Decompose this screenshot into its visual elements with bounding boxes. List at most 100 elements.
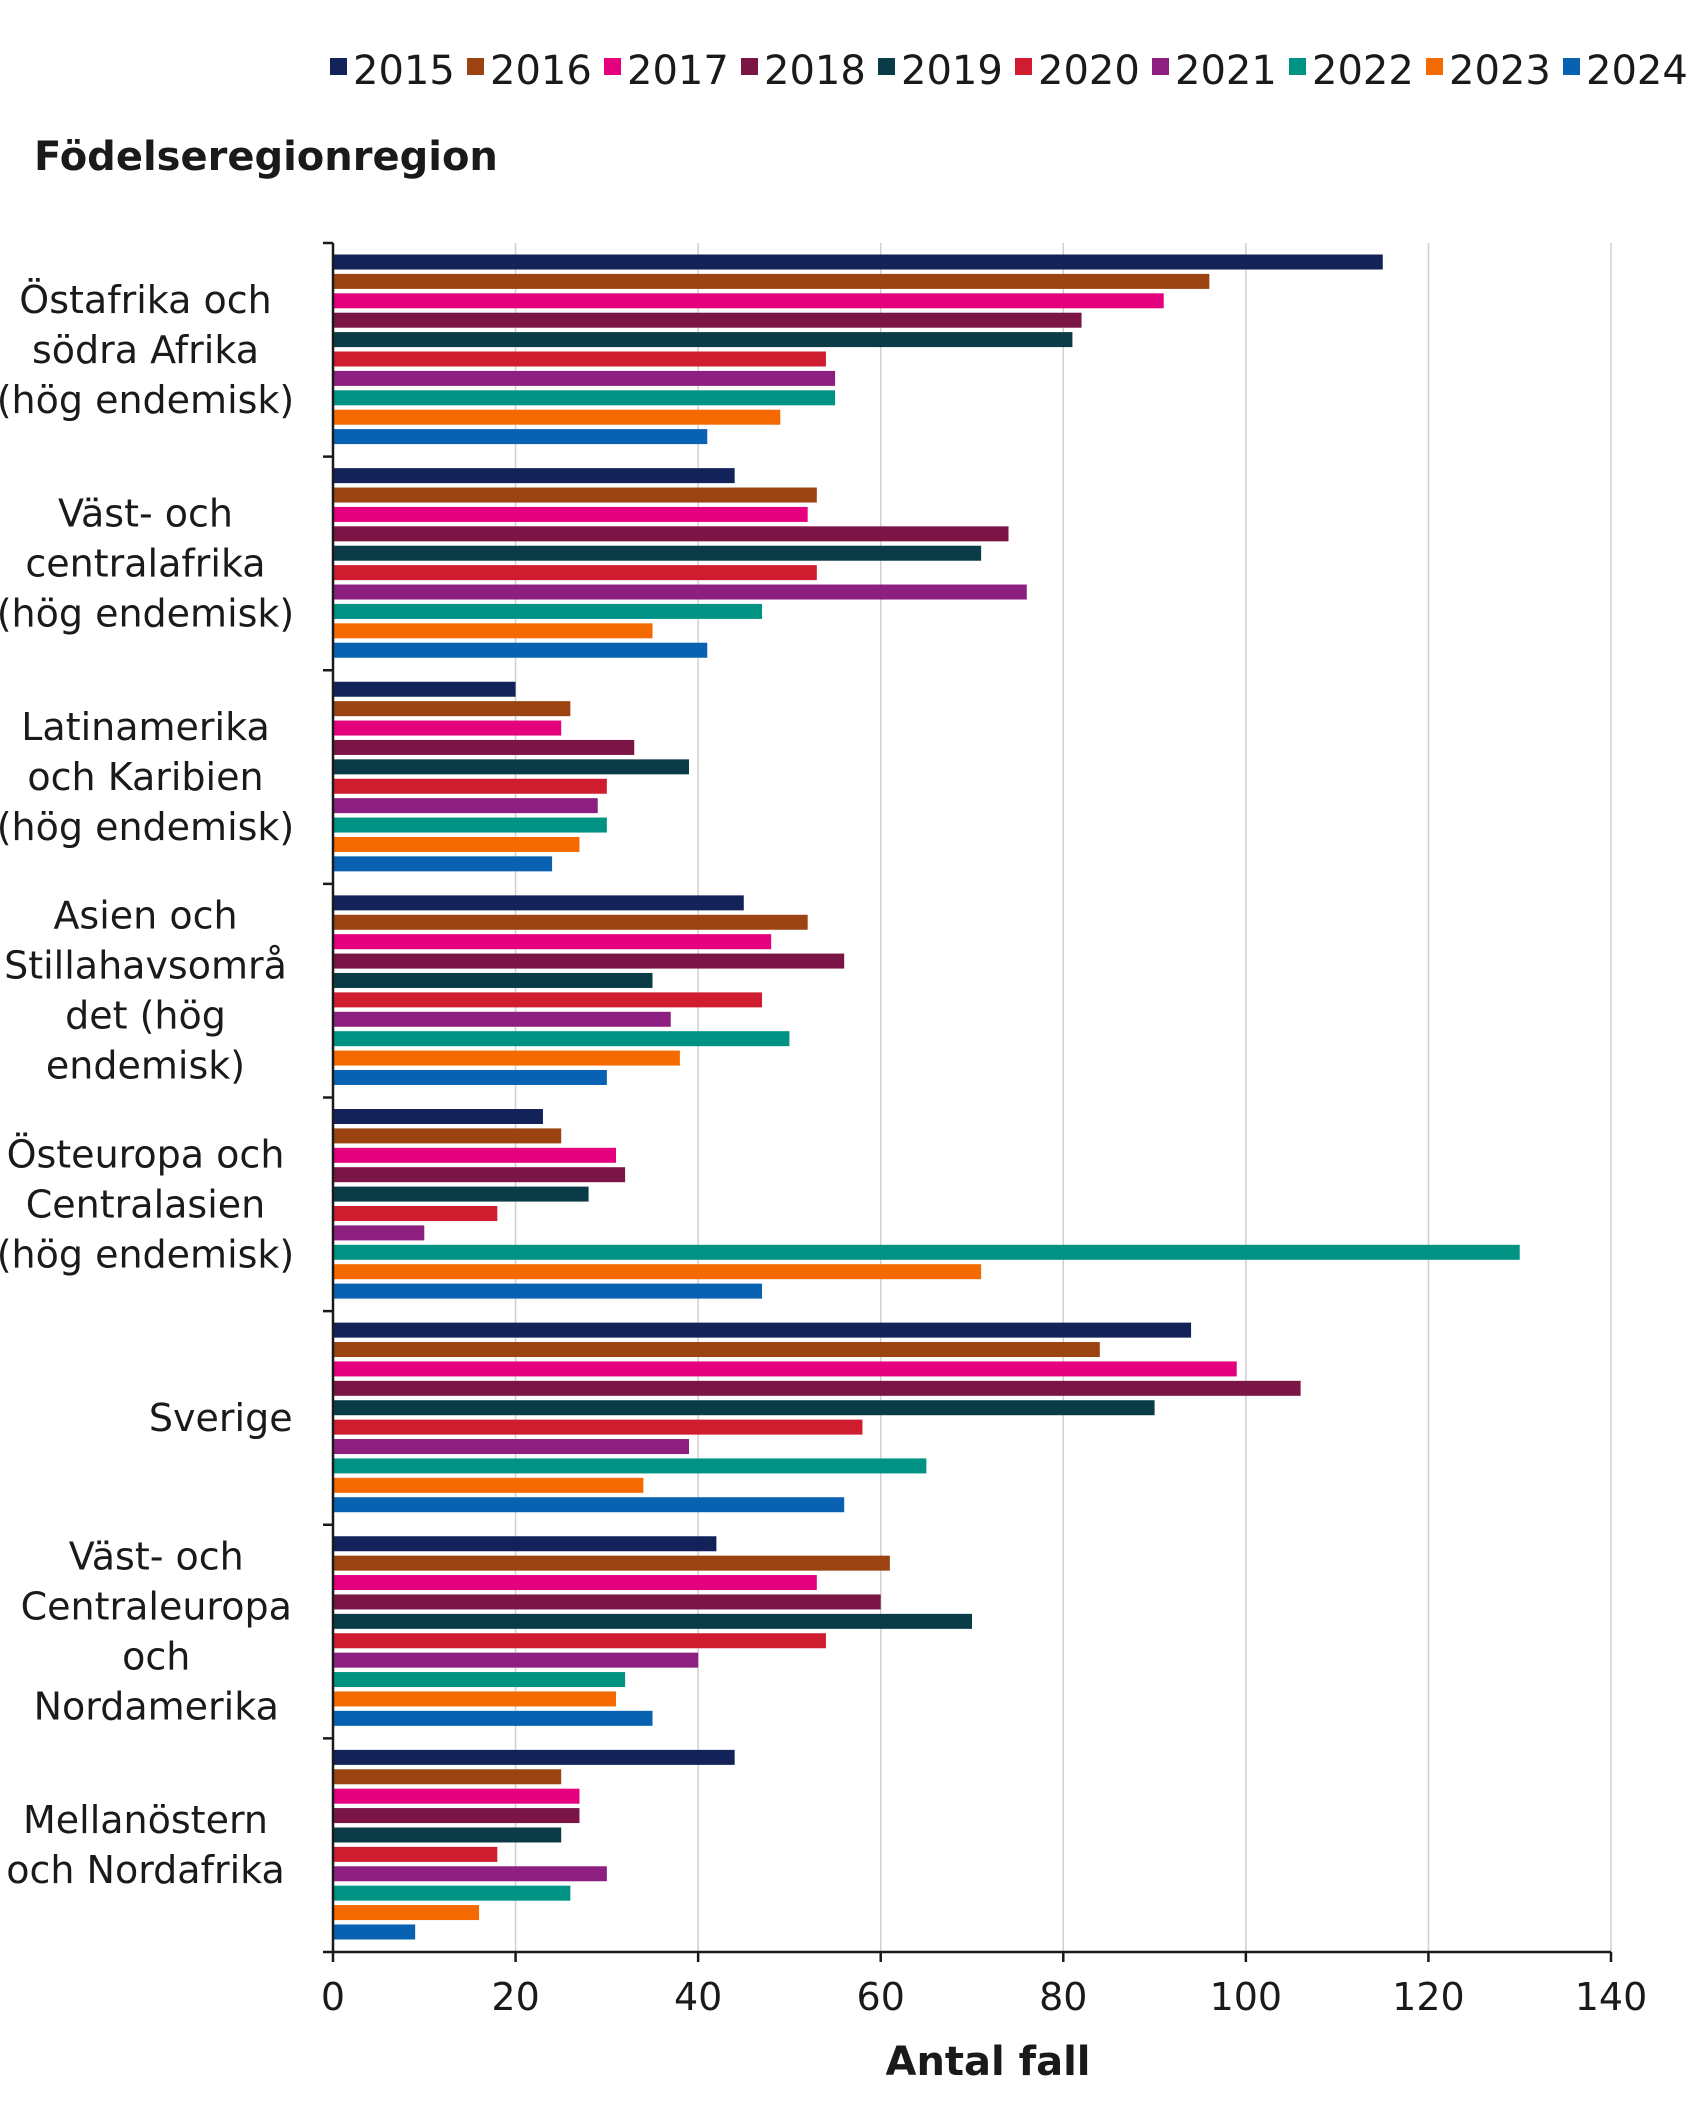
category-label: Väst- och Centraleuropa och Nordamerika: [21, 1535, 292, 1729]
category-label-line: det (hög: [65, 994, 226, 1038]
bar-2021: [333, 798, 598, 814]
legend-item: 2017: [604, 48, 729, 94]
bar-2016: [333, 1769, 562, 1785]
category-label-line: (hög endemisk): [0, 1232, 294, 1276]
category-label-line: och Nordafrika: [6, 1848, 285, 1892]
bar-2022: [333, 603, 763, 619]
category-axis-title: Födelseregionregion: [34, 134, 498, 180]
bar-2020: [333, 351, 826, 367]
bar-2023: [333, 409, 781, 425]
bar-2024: [333, 856, 553, 872]
category-label: Östafrika och södra Afrika (hög endemisk): [0, 278, 294, 422]
bar-group: [333, 681, 690, 872]
category-label-line: Östafrika och: [19, 278, 271, 322]
bar-2021: [333, 1439, 690, 1455]
bar-2024: [333, 429, 708, 445]
bar-group: [333, 1109, 1520, 1299]
x-tick-label: 80: [1039, 1975, 1087, 2019]
x-tick-labels: 0 20 40 60 80 100 120 140: [321, 1975, 1647, 2019]
legend-item: 2022: [1289, 48, 1414, 94]
bar-2021: [333, 1011, 671, 1027]
category-label: Östeuropa och Centralasien (hög endemisk): [0, 1132, 294, 1276]
legend-swatch: [1015, 58, 1032, 75]
bar-2024: [333, 1710, 653, 1726]
bar-2019: [333, 1186, 589, 1202]
axes: [323, 241, 1613, 1962]
category-label-line: Nordamerika: [34, 1685, 279, 1729]
bar-2018: [333, 1808, 580, 1824]
bar-2015: [333, 1322, 1192, 1338]
bar-2019: [333, 1613, 972, 1629]
category-label-line: Väst- och: [69, 1535, 244, 1579]
category-label: Latinamerika och Karibien (hög endemisk): [0, 705, 294, 849]
category-label-line: (hög endemisk): [0, 805, 294, 849]
legend-swatch: [1426, 58, 1443, 75]
bar-2019: [333, 1400, 1155, 1416]
bar-2023: [333, 1264, 982, 1280]
category-label-line: Centraleuropa: [21, 1585, 292, 1629]
category-label: Sverige: [149, 1396, 293, 1440]
legend-item: 2020: [1015, 48, 1140, 94]
bar-group: [333, 1322, 1301, 1513]
category-label-line: Stillahavsområ: [4, 944, 287, 988]
bar-2016: [333, 914, 808, 930]
bar-2021: [333, 1225, 425, 1241]
bar-2021: [333, 584, 1027, 600]
bar-2015: [333, 1536, 717, 1552]
bar-2022: [333, 1244, 1520, 1260]
bar-2017: [333, 1788, 580, 1804]
bar-2020: [333, 1846, 498, 1862]
bar-2024: [333, 1497, 845, 1513]
legend-label: 2015: [353, 48, 455, 94]
legend-label: 2020: [1038, 48, 1140, 94]
bar-2022: [333, 1885, 571, 1901]
bar-2018: [333, 953, 845, 969]
bar-2024: [333, 642, 708, 658]
bar-2024: [333, 1069, 607, 1085]
legend-swatch: [741, 58, 758, 75]
bar-group: [333, 254, 1383, 445]
legend-swatch: [878, 58, 895, 75]
legend-swatch: [1152, 58, 1169, 75]
bar-2021: [333, 370, 836, 386]
category-label-line: endemisk): [46, 1044, 245, 1088]
category-label-line: Väst- och: [58, 491, 233, 535]
bar-2016: [333, 1555, 890, 1571]
x-tick-label: 120: [1392, 1975, 1465, 2019]
bar-2022: [333, 390, 836, 406]
bar-2017: [333, 1361, 1237, 1377]
legend-swatch: [330, 58, 347, 75]
bar-2016: [333, 1128, 562, 1144]
bar-2019: [333, 1827, 562, 1843]
legend-swatch: [467, 58, 484, 75]
category-label-line: Mellanöstern: [23, 1798, 268, 1842]
category-label-line: Sverige: [149, 1396, 293, 1440]
bar-2019: [333, 545, 982, 561]
bar-2018: [333, 739, 635, 755]
bar-2018: [333, 1380, 1301, 1396]
legend: 2015 2016 2017 2018 2019 2020 2021 2022 2023 2024: [330, 48, 1688, 94]
bar-2023: [333, 1691, 616, 1707]
legend-label: 2022: [1312, 48, 1414, 94]
bar-2020: [333, 1419, 863, 1435]
x-tick-label: 100: [1210, 1975, 1283, 2019]
bar-2015: [333, 1109, 543, 1124]
category-label-line: (hög endemisk): [0, 591, 294, 635]
legend-label: 2017: [627, 48, 729, 94]
bar-group: [333, 1749, 735, 1940]
legend-label: 2021: [1175, 48, 1277, 94]
legend-item: 2023: [1426, 48, 1551, 94]
legend-item: 2024: [1563, 48, 1688, 94]
bar-group: [333, 895, 845, 1085]
bar-2020: [333, 992, 763, 1008]
bar-2017: [333, 934, 772, 950]
legend-swatch: [604, 58, 621, 75]
bar-2017: [333, 720, 562, 736]
bar-2021: [333, 1866, 607, 1882]
category-label-line: centralafrika: [25, 541, 265, 585]
bar-2015: [333, 254, 1383, 270]
x-tick-label: 0: [321, 1975, 345, 2019]
bar-2023: [333, 1905, 480, 1921]
bar-2023: [333, 1050, 680, 1066]
bar-2017: [333, 506, 808, 522]
